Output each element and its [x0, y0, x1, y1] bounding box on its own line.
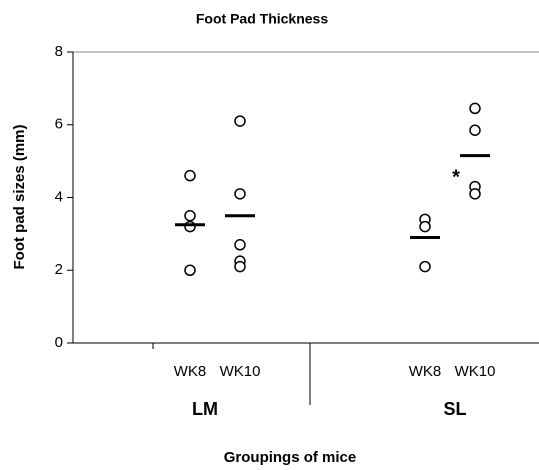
data-point	[184, 169, 196, 182]
data-point	[419, 220, 431, 233]
x-tick-label: WK8	[174, 363, 207, 380]
group-label: SL	[443, 399, 466, 419]
data-point	[234, 115, 246, 127]
data-point	[419, 260, 431, 273]
group-label: LM	[192, 399, 218, 419]
y-tick-label: 4	[55, 188, 63, 205]
annotation: *	[452, 166, 460, 188]
y-tick-label: 2	[55, 261, 63, 278]
data-point	[234, 188, 246, 200]
data-point	[234, 239, 246, 251]
data-point	[184, 220, 196, 233]
data-point	[234, 260, 246, 273]
data-point	[469, 124, 481, 136]
x-tick-label: WK8	[409, 363, 442, 380]
y-tick-label: 0	[55, 334, 63, 351]
y-tick-label: 8	[55, 43, 63, 60]
data-point	[469, 102, 481, 115]
data-point	[469, 188, 481, 200]
chart-title: Foot Pad Thickness	[196, 11, 328, 27]
y-axis-label: Foot pad sizes (mm)	[11, 124, 28, 269]
data-point	[184, 264, 196, 276]
x-tick-label: WK10	[455, 363, 496, 380]
x-axis-label: Groupings of mice	[224, 449, 357, 466]
x-tick-label: WK10	[220, 363, 261, 380]
data-point	[184, 209, 196, 222]
y-tick-label: 6	[55, 116, 63, 133]
